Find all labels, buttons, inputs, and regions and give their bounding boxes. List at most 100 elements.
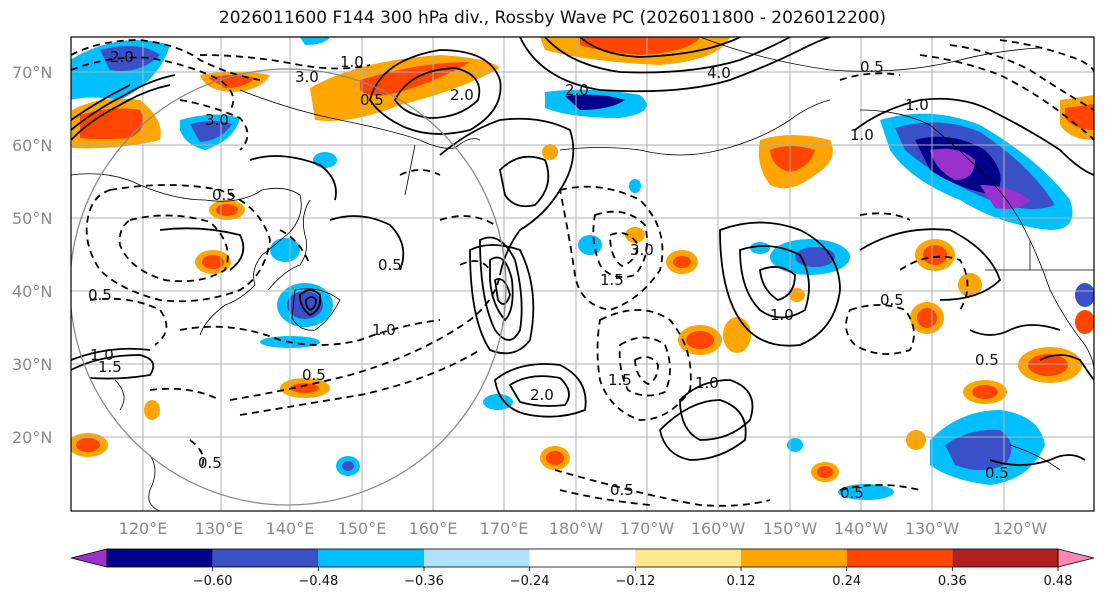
lon-label: 130°W — [905, 519, 960, 538]
shade-negative — [795, 247, 835, 267]
shade-positive — [80, 108, 144, 139]
contours-dashed — [71, 39, 1094, 507]
shade-positive — [625, 227, 645, 243]
contour-label: 1.0 — [850, 126, 874, 144]
graticule — [71, 37, 1094, 511]
shade-negative — [300, 37, 330, 45]
contour-label: 0.5 — [985, 464, 1009, 482]
map-panel: 2.0 1.0 3.0 0.5 3.0 4.0 0.5 1.0 2.0 1.0 … — [71, 37, 1094, 511]
shade-negative — [1075, 283, 1094, 307]
contour-label: 0.5 — [880, 291, 904, 309]
colorbar-tick-label: −0.12 — [615, 574, 655, 589]
contours-solid — [71, 37, 1094, 466]
contour-label: 0.5 — [360, 91, 384, 109]
lon-label: 140°E — [266, 519, 315, 538]
latitude-labels: 70°N 60°N 50°N 40°N 30°N 20°N — [12, 63, 52, 447]
colorbar-extend-high — [1057, 548, 1095, 568]
contour-label: 1.0 — [340, 53, 364, 71]
shade-positive — [202, 255, 224, 269]
lat-label: 60°N — [12, 136, 52, 155]
contour-label: 4.0 — [707, 64, 731, 82]
lon-label: 120°W — [993, 519, 1048, 538]
contour-label: 2.0 — [450, 86, 474, 104]
shade-positive — [917, 308, 937, 328]
lat-label: 40°N — [12, 282, 52, 301]
lon-label: 140°W — [834, 519, 889, 538]
contour-label: 2.0 — [565, 81, 589, 99]
lat-label: 70°N — [12, 63, 52, 82]
shade-negative — [342, 461, 354, 471]
colorbar-cell — [318, 549, 424, 567]
colorbar-cell — [424, 549, 530, 567]
lon-label: 170°W — [620, 519, 675, 538]
contour-label: 2.0 — [110, 48, 134, 66]
shade-negative — [750, 242, 770, 254]
map-frame — [70, 36, 1095, 512]
shade-positive — [542, 144, 558, 160]
colorbar-tick-label: 0.48 — [1044, 574, 1073, 589]
lat-label: 20°N — [12, 428, 52, 447]
shade-positive — [144, 400, 160, 420]
coastlines — [71, 37, 1094, 511]
shade-positive — [580, 37, 700, 55]
colorbar-cell — [846, 549, 953, 567]
contour-label: 1.0 — [905, 96, 929, 114]
lon-label: 180°W — [549, 519, 604, 538]
shade-negative — [787, 438, 803, 452]
lon-label: 150°W — [763, 519, 818, 538]
shade-positive — [1065, 104, 1094, 130]
shade-negative — [313, 152, 337, 168]
shade-negative — [578, 235, 602, 255]
shade-positive — [673, 256, 691, 268]
contour-label: 0.5 — [378, 256, 402, 274]
contour-label: 1.0 — [770, 306, 794, 324]
shade-positive — [546, 451, 564, 465]
shade-negative — [945, 429, 1012, 470]
shade-positive — [906, 430, 926, 450]
shade-positive — [817, 466, 833, 478]
contour-label: 0.5 — [212, 186, 236, 204]
shade-positive — [723, 317, 751, 353]
lon-label: 130°E — [195, 519, 244, 538]
shade-positive — [291, 383, 319, 393]
lon-label: 150°E — [338, 519, 387, 538]
colorbar-cell — [212, 549, 319, 567]
contour-label: 0.5 — [198, 454, 222, 472]
contour-label: 2.0 — [530, 386, 554, 404]
contour-label: 1.0 — [90, 346, 114, 364]
contour-label: 0.5 — [840, 484, 864, 502]
colorbar-cell — [529, 549, 636, 567]
shade-negative — [270, 238, 300, 262]
colorbar-cell — [952, 549, 1058, 567]
shade-negative — [629, 179, 641, 193]
shade-positive — [770, 146, 815, 172]
colorbar-tick-label: 0.12 — [727, 574, 756, 589]
contour-label: 0.5 — [610, 481, 634, 499]
lat-label: 30°N — [12, 355, 52, 374]
lon-label: 160°E — [409, 519, 458, 538]
colorbar: −0.60 −0.48 −0.36 −0.24 −0.12 0.12 0.24 0.36 0.4… — [70, 548, 1095, 589]
contour-label: 1.0 — [372, 321, 396, 339]
contour-label: 1.5 — [600, 271, 624, 289]
colorbar-cell — [635, 549, 741, 567]
shade-negative — [483, 394, 513, 410]
contour-label: 0.5 — [88, 286, 112, 304]
longitude-labels: 120°E 130°E 140°E 150°E 160°E 170°E 180°… — [119, 519, 1048, 538]
colorbar-tick-label: −0.60 — [193, 574, 233, 589]
colorbar-outline — [106, 548, 1059, 568]
reference-circle — [71, 68, 507, 506]
lat-label: 50°N — [12, 209, 52, 228]
lon-label: 120°E — [119, 519, 168, 538]
shade-positive — [208, 75, 255, 88]
colorbar-tick-label: −0.48 — [298, 574, 338, 589]
contour-label: 1.0 — [695, 374, 719, 392]
lon-label: 170°E — [480, 519, 529, 538]
colorbar-tick-label: 0.24 — [832, 574, 861, 589]
contour-labels: 2.0 1.0 3.0 0.5 3.0 4.0 0.5 1.0 2.0 1.0 … — [88, 48, 1009, 502]
map-title: 2026011600 F144 300 hPa div., Rossby Wav… — [218, 8, 887, 28]
shade-positive — [972, 385, 998, 399]
colorbar-tick-label: −0.24 — [510, 574, 550, 589]
colorbar-tick-label: 0.36 — [938, 574, 967, 589]
contour-label: 3.0 — [630, 241, 654, 259]
